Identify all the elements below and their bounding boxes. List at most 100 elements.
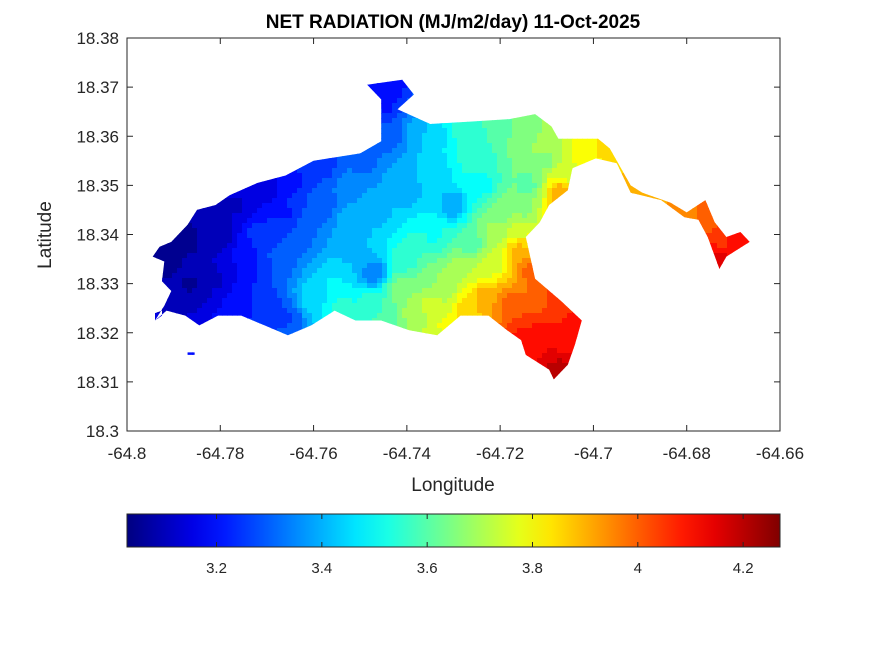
heatmap-cell (192, 213, 198, 219)
heatmap-cell (412, 188, 418, 194)
heatmap-cell (567, 158, 573, 164)
heatmap-cell (517, 188, 523, 194)
heatmap-cell (452, 173, 458, 179)
heatmap-cell (402, 183, 408, 189)
heatmap-cell (312, 188, 318, 194)
heatmap-cell (202, 213, 208, 219)
heatmap-cell (532, 223, 538, 229)
heatmap-cell (547, 138, 553, 144)
heatmap-cell (542, 178, 548, 184)
heatmap-cell (352, 188, 358, 194)
chart-title: NET RADIATION (MJ/m2/day) 11-Oct-2025 (266, 12, 641, 33)
heatmap-cell (437, 213, 443, 219)
heatmap-cell (407, 213, 413, 219)
heatmap-cell (257, 218, 263, 224)
heatmap-cell (502, 223, 508, 229)
heatmap-cell (442, 158, 448, 164)
heatmap-cell (592, 138, 598, 144)
heatmap-cell (587, 143, 593, 149)
heatmap-cell (427, 163, 433, 169)
heatmap-cell (707, 218, 713, 224)
heatmap-cell (302, 198, 308, 204)
heatmap-cell (527, 168, 533, 174)
heatmap-cell (512, 223, 518, 229)
heatmap-cell (542, 143, 548, 149)
heatmap-cell (457, 223, 463, 229)
heatmap-cell (402, 128, 408, 134)
heatmap-cell (477, 153, 483, 159)
heatmap-cell (517, 163, 523, 169)
heatmap-cell (552, 138, 558, 144)
heatmap-cell (422, 173, 428, 179)
heatmap-cell (517, 173, 523, 179)
heatmap-cell (272, 213, 278, 219)
heatmap-cell (507, 178, 513, 184)
heatmap-cell (567, 163, 573, 169)
heatmap-cell (547, 173, 553, 179)
heatmap-cell (377, 93, 383, 99)
heatmap-cell (282, 173, 288, 179)
heatmap-cell (377, 148, 383, 154)
heatmap-cell (222, 208, 228, 214)
heatmap-cell (572, 158, 578, 164)
heatmap-cell (497, 173, 503, 179)
heatmap-cell (317, 218, 323, 224)
heatmap-cell (212, 223, 218, 229)
heatmap-cell (532, 183, 538, 189)
heatmap-cell (532, 198, 538, 204)
heatmap-cell (512, 168, 518, 174)
heatmap-cell (377, 208, 383, 214)
heatmap-cell (202, 218, 208, 224)
heatmap-cell (407, 178, 413, 184)
heatmap-cell (267, 208, 273, 214)
heatmap-cell (387, 98, 393, 104)
heatmap-cell (362, 223, 368, 229)
heatmap-cell (592, 153, 598, 159)
heatmap-cell (247, 223, 253, 229)
heatmap-cell (382, 188, 388, 194)
heatmap-cell (232, 193, 238, 199)
heatmap-cell (532, 123, 538, 129)
heatmap-cell (507, 143, 513, 149)
heatmap-cell (702, 208, 708, 214)
heatmap-cell (352, 218, 358, 224)
heatmap-cell (512, 138, 518, 144)
heatmap-cell (377, 183, 383, 189)
heatmap-cell (387, 83, 393, 89)
heatmap-cell (442, 198, 448, 204)
heatmap-cell (277, 208, 283, 214)
heatmap-cell (422, 128, 428, 134)
heatmap-cell (687, 213, 693, 219)
heatmap-cell (462, 213, 468, 219)
heatmap-cell (452, 208, 458, 214)
heatmap-cell (512, 208, 518, 214)
heatmap-cell (437, 148, 443, 154)
heatmap-cell (222, 198, 228, 204)
heatmap-cell (612, 158, 618, 164)
heatmap-cell (197, 228, 203, 234)
heatmap-cell (297, 218, 303, 224)
heatmap-cell (437, 193, 443, 199)
heatmap-cell (362, 213, 368, 219)
heatmap-cell (282, 218, 288, 224)
heatmap-cell (212, 218, 218, 224)
heatmap-cell (357, 198, 363, 204)
heatmap-cell (512, 218, 518, 224)
heatmap-cell (297, 168, 303, 174)
heatmap-cell (452, 133, 458, 139)
heatmap-cell (442, 168, 448, 174)
heatmap-cell (397, 173, 403, 179)
heatmap-cell (607, 158, 613, 164)
heatmap-cell (212, 228, 218, 234)
heatmap-cell (442, 128, 448, 134)
heatmap-cell (387, 208, 393, 214)
heatmap-cell (417, 128, 423, 134)
heatmap-cell (477, 163, 483, 169)
heatmap-cell (452, 153, 458, 159)
heatmap-cell (512, 143, 518, 149)
heatmap-cell (372, 88, 378, 94)
heatmap-cell (252, 208, 258, 214)
heatmap-cell (227, 208, 233, 214)
heatmap-cell (187, 228, 193, 234)
heatmap-cell (212, 213, 218, 219)
